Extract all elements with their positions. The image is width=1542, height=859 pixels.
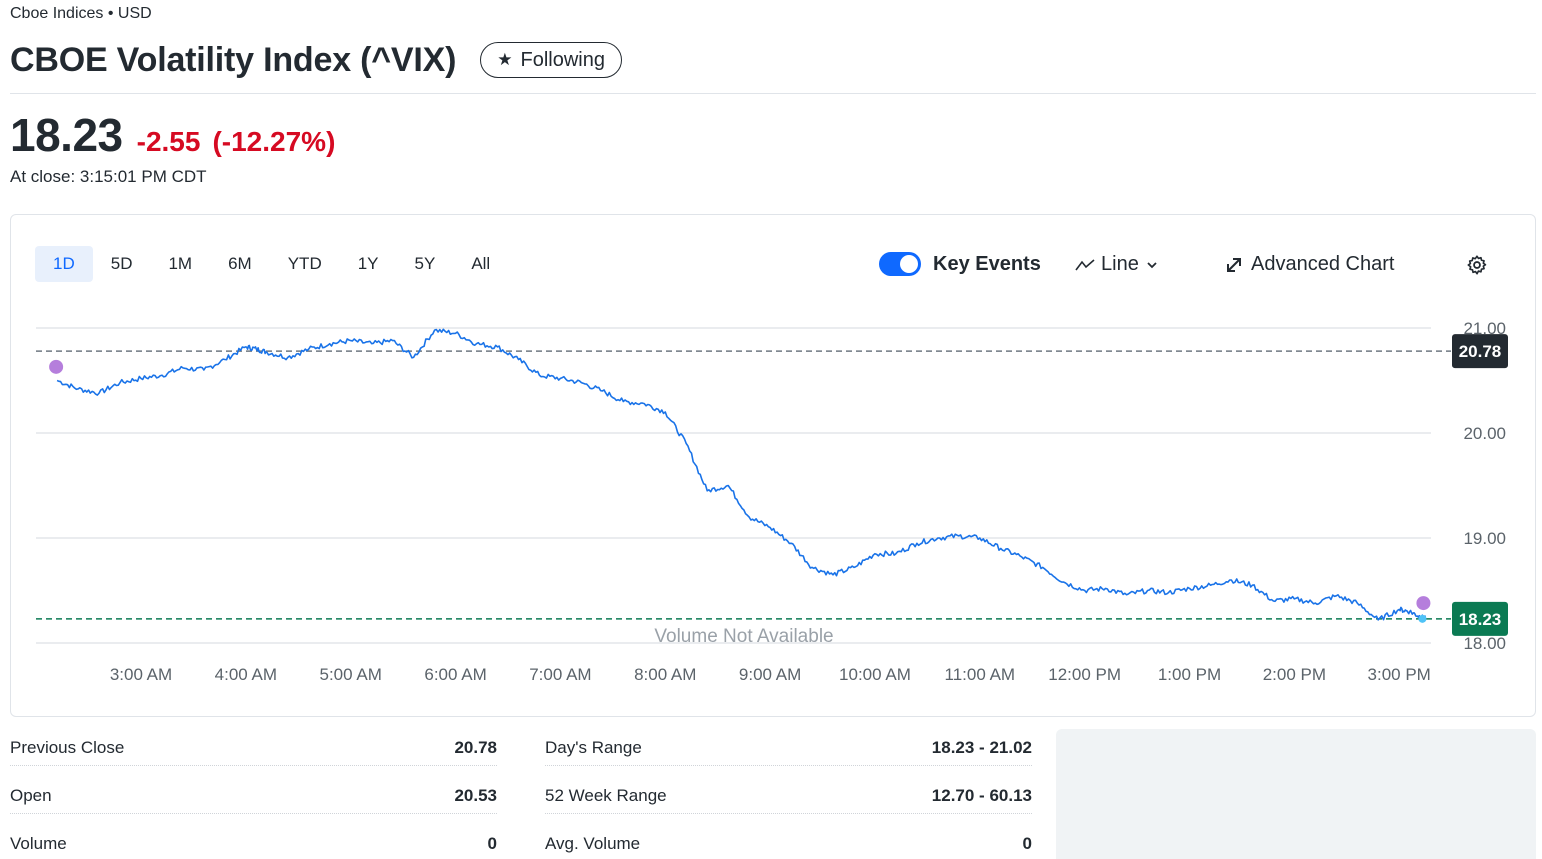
title-row: CBOE Volatility Index (^VIX) ★ Following — [10, 40, 622, 80]
stat-row: Volume 0 — [10, 826, 497, 859]
stat-value: 0 — [487, 833, 497, 853]
stat-label: 52 Week Range — [545, 785, 667, 805]
range-selector: 1D 5D 1M 6M YTD 1Y 5Y All — [35, 246, 508, 282]
range-tab-5y[interactable]: 5Y — [414, 254, 436, 273]
last-point-dot — [1418, 614, 1427, 623]
close-time: At close: 3:15:01 PM CDT — [10, 167, 207, 186]
advanced-chart-button[interactable]: Advanced Chart — [1225, 253, 1394, 276]
stat-row: 52 Week Range 12.70 - 60.13 — [545, 778, 1032, 814]
stat-value: 0 — [1022, 833, 1032, 853]
price-chart[interactable]: 21.00 20.00 19.00 18.00 3:00 AM 4:00 AM 5:00 A… — [11, 295, 1535, 715]
x-tick-label: 3:00 PM — [1368, 665, 1431, 684]
x-tick-label: 4:00 AM — [215, 665, 277, 684]
stat-label: Open — [10, 785, 52, 805]
y-tick-label: 18.00 — [1463, 634, 1506, 653]
chart-type-label: Line — [1101, 253, 1139, 275]
stat-label: Previous Close — [10, 737, 125, 757]
x-tick-label: 5:00 AM — [320, 665, 382, 684]
chart-card: 1D 5D 1M 6M YTD 1Y 5Y All Key Events Line Advan… — [10, 214, 1536, 717]
x-tick-label: 2:00 PM — [1263, 665, 1326, 684]
price-change: -2.55 — [136, 126, 201, 157]
following-label: Following — [520, 48, 605, 71]
x-tick-label: 9:00 AM — [739, 665, 801, 684]
price-change-percent: (-12.27%) — [212, 126, 336, 157]
stat-value: 18.23 - 21.02 — [931, 737, 1032, 757]
x-tick-label: 11:00 AM — [945, 665, 1016, 684]
stat-row: Previous Close 20.78 — [10, 730, 497, 766]
range-tab-ytd[interactable]: YTD — [287, 254, 322, 273]
key-events-toggle[interactable] — [879, 252, 921, 276]
following-button[interactable]: ★ Following — [480, 42, 622, 78]
stat-value: 20.53 — [454, 785, 497, 805]
toggle-knob — [900, 255, 918, 273]
gear-icon[interactable] — [1466, 254, 1488, 276]
stat-label: Volume — [10, 833, 67, 853]
x-tick-label: 12:00 PM — [1048, 665, 1121, 684]
previous-close-tag — [1452, 334, 1508, 369]
range-tab-1d[interactable]: 1D — [35, 246, 93, 282]
x-tick-label: 7:00 AM — [529, 665, 591, 684]
range-tab-5d[interactable]: 5D — [110, 254, 133, 273]
ad-placeholder — [1056, 729, 1536, 859]
y-tick-label: 20.00 — [1463, 424, 1506, 443]
header-divider — [10, 93, 1536, 94]
current-price: 18.23 — [10, 109, 123, 161]
stat-label: Day's Range — [545, 737, 642, 757]
x-tick-label: 8:00 AM — [634, 665, 696, 684]
chevron-down-icon — [1147, 261, 1157, 268]
x-tick-label: 3:00 AM — [110, 665, 172, 684]
stat-value: 20.78 — [454, 737, 497, 757]
star-icon: ★ — [497, 50, 513, 69]
range-tab-all[interactable]: All — [471, 254, 491, 273]
range-tab-1m[interactable]: 1M — [168, 254, 193, 273]
x-tick-label: 10:00 AM — [839, 665, 911, 684]
stat-label: Avg. Volume — [545, 833, 641, 853]
quote-row: 18.23 -2.55 (-12.27%) — [10, 108, 335, 162]
range-tab-6m[interactable]: 6M — [228, 254, 252, 273]
x-tick-label: 6:00 AM — [424, 665, 486, 684]
chart-toolbar: Key Events Line Advanced Chart — [11, 249, 1535, 281]
range-tab-1y[interactable]: 1Y — [357, 254, 379, 273]
key-event-marker[interactable] — [1416, 596, 1431, 611]
advanced-chart-label: Advanced Chart — [1251, 253, 1395, 275]
chart-type-dropdown[interactable]: Line — [1075, 253, 1159, 276]
page-title: CBOE Volatility Index (^VIX) — [10, 40, 457, 79]
price-line — [56, 328, 1427, 621]
stat-row: Day's Range 18.23 - 21.02 — [545, 730, 1032, 766]
stat-value: 12.70 - 60.13 — [931, 785, 1032, 805]
line-chart-icon — [1075, 258, 1095, 270]
exchange-label: Cboe Indices • USD — [10, 5, 152, 22]
last-price-tag — [1452, 601, 1508, 636]
last-price-tag-label: 18.23 — [1459, 610, 1502, 629]
y-tick-label: 19.00 — [1463, 529, 1506, 548]
x-tick-label: 1:00 PM — [1158, 665, 1221, 684]
stat-row: Avg. Volume 0 — [545, 826, 1032, 859]
stat-row: Open 20.53 — [10, 778, 497, 814]
previous-close-tag-label: 20.78 — [1459, 342, 1502, 361]
key-events-label: Key Events — [933, 253, 1041, 275]
expand-icon — [1227, 257, 1241, 272]
volume-note: Volume Not Available — [654, 626, 833, 647]
y-tick-label: 21.00 — [1463, 319, 1506, 338]
key-event-marker[interactable] — [49, 359, 64, 374]
